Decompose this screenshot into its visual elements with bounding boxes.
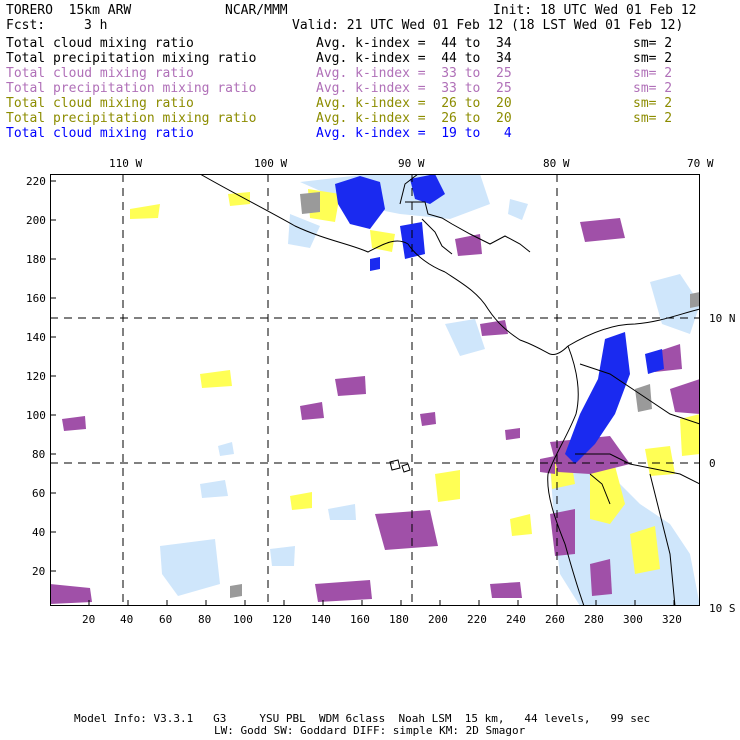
- lat-lon-grid: [50, 174, 700, 606]
- y-tick-140: 140: [26, 331, 46, 344]
- country-border-4: [649, 473, 676, 606]
- x-tick-120: 120: [272, 613, 292, 626]
- legend-row-6-field: Total precipitation mixing ratio: [6, 111, 257, 126]
- model-info-line-1: Model Info: V3.3.1 G3 YSU PBL WDM 6class…: [74, 712, 651, 725]
- map-frame: [50, 174, 700, 606]
- lon-label-110w: 110 W: [109, 157, 143, 170]
- legend-row-1-kindex: Avg. k-index = 44 to 34: [316, 36, 512, 51]
- lon-label-90w: 90 W: [398, 157, 425, 170]
- legend-row-5-kindex: Avg. k-index = 26 to 20: [316, 96, 512, 111]
- x-tick-260: 260: [545, 613, 565, 626]
- forecast-hours: 3 h: [84, 18, 108, 33]
- legend-row-2-sm: sm= 2: [633, 51, 673, 66]
- legend-row-1-field: Total cloud mixing ratio: [6, 36, 194, 51]
- legend-row-7-field: Total cloud mixing ratio: [6, 126, 194, 141]
- lat-label-0: 0: [709, 457, 716, 470]
- x-tick-60: 60: [159, 613, 173, 626]
- forecast-map: [50, 174, 700, 606]
- central-america-coast: [444, 271, 569, 355]
- legend-row-5-field: Total cloud mixing ratio: [6, 96, 194, 111]
- y-tick-100: 100: [26, 409, 46, 422]
- gray-regions: [230, 192, 700, 598]
- light-blue-cloud-areas: [160, 174, 700, 606]
- x-tick-180: 180: [389, 613, 409, 626]
- legend-row-2-field: Total precipitation mixing ratio: [6, 51, 257, 66]
- y-tick-160: 160: [26, 292, 46, 305]
- lat-label-10n: 10 N: [709, 312, 736, 325]
- legend-row-5-sm: sm= 2: [633, 96, 673, 111]
- lon-label-100w: 100 W: [254, 157, 288, 170]
- mexico-coast: [199, 174, 446, 273]
- galapagos: [389, 459, 411, 473]
- legend-row-1-sm: sm= 2: [633, 36, 673, 51]
- legend-row-6-sm: sm= 2: [633, 111, 673, 126]
- legend-row-7-kindex: Avg. k-index = 19 to 4: [316, 126, 512, 141]
- x-tick-160: 160: [350, 613, 370, 626]
- coastlines: [199, 174, 700, 606]
- country-border-3: [575, 453, 700, 485]
- legend-row-2-kindex: Avg. k-index = 44 to 34: [316, 51, 512, 66]
- lon-label-80w: 80 W: [543, 157, 570, 170]
- forecast-label: Fcst:: [6, 18, 46, 33]
- legend-row-3-kindex: Avg. k-index = 33 to 25: [316, 66, 512, 81]
- x-tick-20: 20: [82, 613, 96, 626]
- legend-row-3-field: Total cloud mixing ratio: [6, 66, 194, 81]
- y-tick-60: 60: [32, 487, 46, 500]
- caribbean-coast: [405, 201, 531, 253]
- x-tick-240: 240: [506, 613, 526, 626]
- y-tick-200: 200: [26, 214, 46, 227]
- init-time: Init: 18 UTC Wed 01 Feb 12: [493, 3, 697, 18]
- lat-label-10s: 10 S: [709, 602, 736, 615]
- y-tick-220: 220: [26, 175, 46, 188]
- x-tick-100: 100: [233, 613, 253, 626]
- model-info-line-2: LW: Godd SW: Goddard DIFF: simple KM: 2D…: [214, 724, 526, 737]
- country-border-5: [589, 473, 611, 505]
- y-tick-180: 180: [26, 253, 46, 266]
- south-america-north-coast: [567, 308, 700, 347]
- legend-row-4-field: Total precipitation mixing ratio: [6, 81, 257, 96]
- legend-row-4-sm: sm= 2: [633, 81, 673, 96]
- y-tick-120: 120: [26, 370, 46, 383]
- country-border-2: [579, 363, 700, 425]
- x-tick-40: 40: [120, 613, 134, 626]
- y-tick-80: 80: [32, 448, 46, 461]
- x-tick-220: 220: [467, 613, 487, 626]
- valid-time: Valid: 21 UTC Wed 01 Feb 12 (18 LST Wed …: [292, 18, 684, 33]
- legend-row-3-sm: sm= 2: [633, 66, 673, 81]
- blue-regions: [335, 174, 664, 464]
- x-tick-80: 80: [198, 613, 212, 626]
- organization-label: NCAR/MMM: [225, 3, 288, 18]
- tick-marks: [50, 180, 675, 606]
- y-tick-20: 20: [32, 565, 46, 578]
- yucatan-coast: [399, 174, 419, 205]
- y-tick-40: 40: [32, 526, 46, 539]
- country-border-1: [421, 218, 453, 255]
- legend-row-4-kindex: Avg. k-index = 33 to 25: [316, 81, 512, 96]
- south-america-west-coast: [547, 345, 585, 606]
- x-tick-200: 200: [428, 613, 448, 626]
- model-title: TORERO 15km ARW: [6, 3, 132, 18]
- x-tick-140: 140: [311, 613, 331, 626]
- legend-row-6-kindex: Avg. k-index = 26 to 20: [316, 111, 512, 126]
- x-tick-280: 280: [584, 613, 604, 626]
- x-tick-320: 320: [662, 613, 682, 626]
- x-tick-300: 300: [623, 613, 643, 626]
- lon-label-70w: 70 W: [687, 157, 714, 170]
